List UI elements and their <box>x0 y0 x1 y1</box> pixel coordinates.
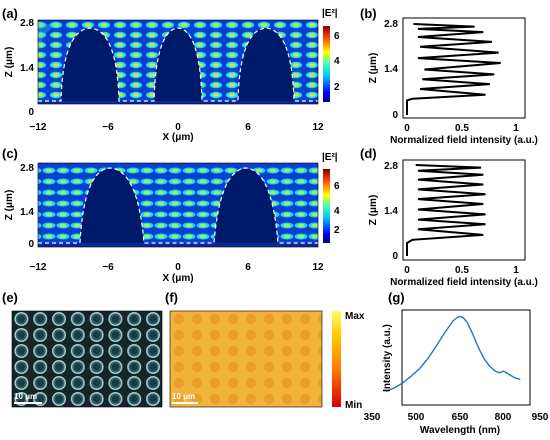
panel-label-e: (e) <box>2 290 18 305</box>
colorbar-c <box>323 169 330 243</box>
dome-a-3 <box>238 28 294 101</box>
z-tick: 0 <box>392 251 398 262</box>
z-tick: 1.4 <box>384 64 398 75</box>
dome-c-2 <box>214 168 278 243</box>
colorbar-tick: 2 <box>334 225 340 236</box>
plot-frame-b <box>402 17 526 119</box>
z-tick: 1.4 <box>20 63 34 74</box>
colorbar-tick: 2 <box>334 82 340 93</box>
plot-frame-d <box>402 159 526 261</box>
x-tick: 12 <box>312 262 324 273</box>
x-tick: 0.5 <box>455 265 469 276</box>
z-tick: 1.4 <box>384 206 398 217</box>
x-tick: 1 <box>513 123 519 134</box>
colorbar-min-label: Min <box>345 400 362 411</box>
panel-label-b: (b) <box>360 6 377 21</box>
panel-label-g: (g) <box>388 290 405 305</box>
scale-label-f: 10 μm <box>172 392 195 401</box>
scale-bar-f <box>172 402 198 404</box>
dome-a-1 <box>61 28 119 101</box>
panel-label-d: (d) <box>360 146 377 161</box>
dome-a-2 <box>154 28 202 101</box>
x-tick: 1 <box>513 265 519 276</box>
plot-frame-g <box>401 309 531 406</box>
colorbar-tick: 6 <box>334 31 340 42</box>
intensity-curve-d <box>406 164 486 256</box>
panel-label-f: (f) <box>165 290 178 305</box>
dome-c-1 <box>80 168 144 243</box>
interface-contour-a <box>38 27 318 102</box>
z-tick: 2.8 <box>20 163 34 174</box>
x-axis-title: X (μm) <box>162 132 193 143</box>
x-axis-title: Wavelength (nm) <box>420 425 500 436</box>
z-tick: 2.8 <box>20 18 34 29</box>
x-tick: 500 <box>408 412 425 423</box>
y-axis-title: Intensity (a.u.) <box>382 324 393 392</box>
colorbar-f <box>332 311 341 407</box>
colorbar-tick: 6 <box>334 181 340 192</box>
x-tick: 0 <box>404 123 410 134</box>
scale-label-e: 10 μm <box>14 392 37 401</box>
z-tick: 2.8 <box>384 19 398 30</box>
x-tick: −12 <box>30 262 47 273</box>
line-plot-b <box>402 17 526 119</box>
panel-label-c: (c) <box>2 146 18 161</box>
colorbar-label-c: |E²| <box>322 152 338 163</box>
y-axis-title: Z (μm) <box>368 195 379 226</box>
x-axis-title: Normalized field intensity (a.u.) <box>390 277 538 288</box>
x-tick: −6 <box>102 122 114 133</box>
intensity-map-f <box>170 311 322 407</box>
x-tick: −12 <box>30 122 47 133</box>
x-tick: 650 <box>452 412 469 423</box>
spectrum-curve-g <box>385 315 521 392</box>
scale-bar-e <box>14 402 42 404</box>
colorbar-label-a: |E²| <box>322 8 338 19</box>
colorbar-a <box>323 26 330 102</box>
z-tick: 0 <box>392 110 398 121</box>
z-tick: 1.4 <box>20 207 34 218</box>
z-tick: 0 <box>28 239 34 250</box>
colorbar-tick: 4 <box>334 206 340 217</box>
panel-label-a: (a) <box>2 6 18 21</box>
microscope-image-e <box>12 311 162 407</box>
x-tick: 0.5 <box>455 123 469 134</box>
x-axis-title: X (μm) <box>162 273 193 284</box>
x-tick: 12 <box>312 122 324 133</box>
z-tick: 0 <box>28 107 34 118</box>
x-tick: 0 <box>175 262 181 273</box>
line-plot-d <box>402 159 526 261</box>
x-tick: 0 <box>404 265 410 276</box>
x-tick: 800 <box>495 412 512 423</box>
x-tick: 350 <box>364 412 381 423</box>
y-axis-title: Z (μm) <box>4 190 15 221</box>
z-tick: 2.8 <box>384 161 398 172</box>
spectrum-plot-g <box>385 309 531 406</box>
field-map-c <box>38 163 318 247</box>
colorbar-max-label: Max <box>345 311 365 322</box>
y-axis-title: Z (μm) <box>4 47 15 78</box>
x-tick: 6 <box>245 122 251 133</box>
x-axis-title: Normalized field intensity (a.u.) <box>390 135 538 146</box>
field-map-a <box>38 20 318 104</box>
intensity-curve-b <box>406 23 501 115</box>
x-tick: 0 <box>175 122 181 133</box>
y-axis-title: Z (μm) <box>368 53 379 84</box>
x-tick: 6 <box>245 262 251 273</box>
interface-contour-c <box>38 167 318 244</box>
colorbar-tick: 4 <box>334 56 340 67</box>
x-tick: −6 <box>102 262 114 273</box>
x-tick: 950 <box>532 412 549 423</box>
